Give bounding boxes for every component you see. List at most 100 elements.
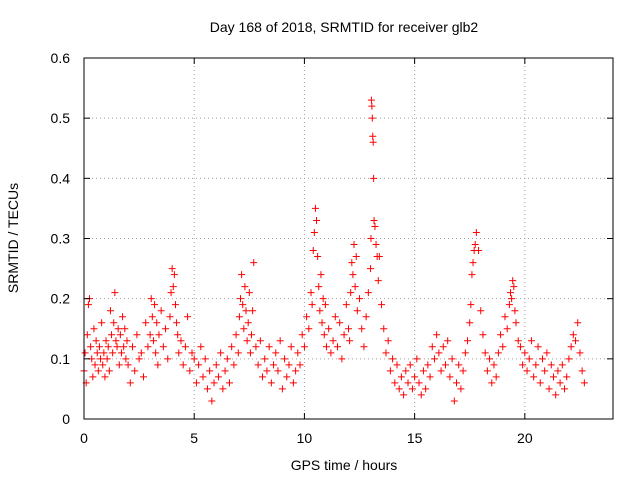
y-tick-label: 0.2 — [51, 291, 71, 307]
data-point — [320, 331, 328, 339]
data-point — [128, 343, 136, 351]
data-point — [415, 379, 423, 387]
data-point — [281, 355, 289, 363]
data-point — [345, 325, 352, 333]
data-point — [131, 367, 139, 375]
data-points — [80, 96, 588, 405]
data-point — [538, 355, 546, 363]
data-point — [168, 265, 176, 273]
data-point — [574, 319, 582, 327]
data-point — [121, 325, 129, 333]
data-point — [372, 241, 380, 249]
data-point — [171, 301, 179, 309]
data-point — [333, 343, 341, 351]
data-point — [397, 373, 405, 381]
data-point — [536, 379, 544, 387]
data-point — [83, 331, 91, 339]
data-point — [360, 343, 368, 351]
data-point — [234, 349, 242, 357]
data-point — [329, 337, 337, 345]
data-point — [217, 349, 225, 357]
data-point — [512, 319, 520, 327]
data-point — [469, 259, 477, 267]
data-point — [236, 295, 244, 303]
data-point — [248, 331, 256, 339]
data-point — [347, 289, 355, 297]
data-point — [84, 301, 92, 309]
data-point — [384, 337, 392, 345]
data-point — [102, 337, 110, 345]
y-tick-label: 0.4 — [51, 170, 71, 186]
data-point — [228, 343, 236, 351]
data-point — [422, 385, 430, 393]
data-point — [147, 295, 155, 303]
data-point — [188, 349, 196, 357]
data-point — [173, 319, 181, 327]
data-point — [466, 319, 474, 327]
data-point — [119, 313, 127, 321]
data-point — [230, 361, 238, 369]
data-point — [249, 307, 257, 315]
data-point — [530, 373, 538, 381]
data-point — [532, 361, 540, 369]
data-point — [114, 325, 122, 333]
data-point — [514, 337, 522, 345]
data-point — [123, 337, 131, 345]
data-point — [111, 289, 119, 297]
data-point — [175, 349, 183, 357]
data-point — [346, 337, 354, 345]
data-point — [374, 277, 382, 285]
plot-frame — [83, 57, 614, 420]
data-point — [246, 349, 254, 357]
data-point — [256, 337, 264, 345]
data-point — [350, 241, 358, 249]
data-point — [254, 361, 262, 369]
data-point — [153, 319, 161, 327]
data-point — [177, 337, 185, 345]
data-point — [267, 379, 275, 387]
data-point — [265, 343, 273, 351]
data-point — [424, 361, 432, 369]
data-point — [370, 216, 378, 224]
data-point — [565, 355, 573, 363]
data-point — [448, 355, 456, 363]
data-point — [356, 295, 364, 303]
data-point — [137, 349, 145, 357]
data-point — [318, 319, 326, 327]
data-point — [371, 222, 379, 230]
data-point — [455, 361, 463, 369]
data-point — [543, 349, 551, 357]
data-point — [461, 349, 469, 357]
data-point — [457, 385, 465, 393]
data-point — [105, 367, 113, 375]
data-point — [174, 331, 182, 339]
data-point — [184, 313, 192, 321]
data-point — [472, 228, 480, 236]
data-point — [181, 343, 189, 351]
data-point — [98, 319, 106, 327]
data-point — [525, 355, 533, 363]
y-tick-label: 0.5 — [51, 110, 71, 126]
data-point — [348, 259, 356, 267]
data-point — [428, 343, 436, 351]
data-point — [441, 361, 449, 369]
data-point — [459, 367, 467, 375]
data-point — [283, 373, 291, 381]
data-point — [483, 367, 491, 375]
data-point — [404, 379, 412, 387]
data-point — [167, 289, 175, 297]
data-point — [120, 343, 128, 351]
data-point — [321, 301, 329, 309]
data-point — [572, 337, 580, 345]
data-point — [259, 373, 267, 381]
data-point — [340, 331, 348, 339]
data-point — [380, 325, 388, 333]
data-point — [552, 391, 560, 399]
data-point — [549, 373, 557, 381]
y-tick-label: 0.1 — [51, 351, 71, 367]
data-point — [126, 379, 134, 387]
data-point — [146, 331, 154, 339]
data-point — [386, 367, 394, 375]
data-point — [223, 355, 231, 363]
